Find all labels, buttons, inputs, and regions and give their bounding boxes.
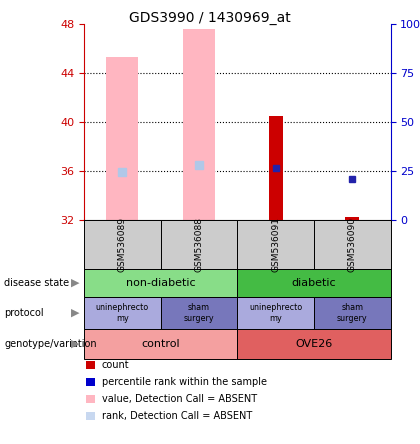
Text: sham
surgery: sham surgery (337, 303, 368, 323)
Text: uninephrecto
my: uninephrecto my (249, 303, 302, 323)
Text: GSM536090: GSM536090 (348, 217, 357, 272)
Text: percentile rank within the sample: percentile rank within the sample (102, 377, 267, 387)
Text: ▶: ▶ (71, 308, 80, 318)
Text: sham
surgery: sham surgery (184, 303, 214, 323)
Text: OVE26: OVE26 (295, 339, 333, 349)
Text: uninephrecto
my: uninephrecto my (96, 303, 149, 323)
Text: control: control (142, 339, 180, 349)
Text: diabetic: diabetic (291, 278, 336, 288)
Text: GSM536089: GSM536089 (118, 217, 127, 272)
Bar (106, 57, 139, 220)
Bar (345, 217, 359, 220)
Text: ▶: ▶ (71, 278, 80, 288)
Text: non-diabetic: non-diabetic (126, 278, 195, 288)
Text: GSM536088: GSM536088 (194, 217, 203, 272)
Text: GDS3990 / 1430969_at: GDS3990 / 1430969_at (129, 11, 291, 25)
Bar (269, 116, 283, 220)
Bar (183, 29, 215, 220)
Text: value, Detection Call = ABSENT: value, Detection Call = ABSENT (102, 394, 257, 404)
Text: protocol: protocol (4, 308, 44, 318)
Text: ▶: ▶ (71, 339, 80, 349)
Text: GSM536091: GSM536091 (271, 217, 280, 272)
Text: disease state: disease state (4, 278, 69, 288)
Text: count: count (102, 361, 129, 370)
Text: genotype/variation: genotype/variation (4, 339, 97, 349)
Text: rank, Detection Call = ABSENT: rank, Detection Call = ABSENT (102, 411, 252, 421)
